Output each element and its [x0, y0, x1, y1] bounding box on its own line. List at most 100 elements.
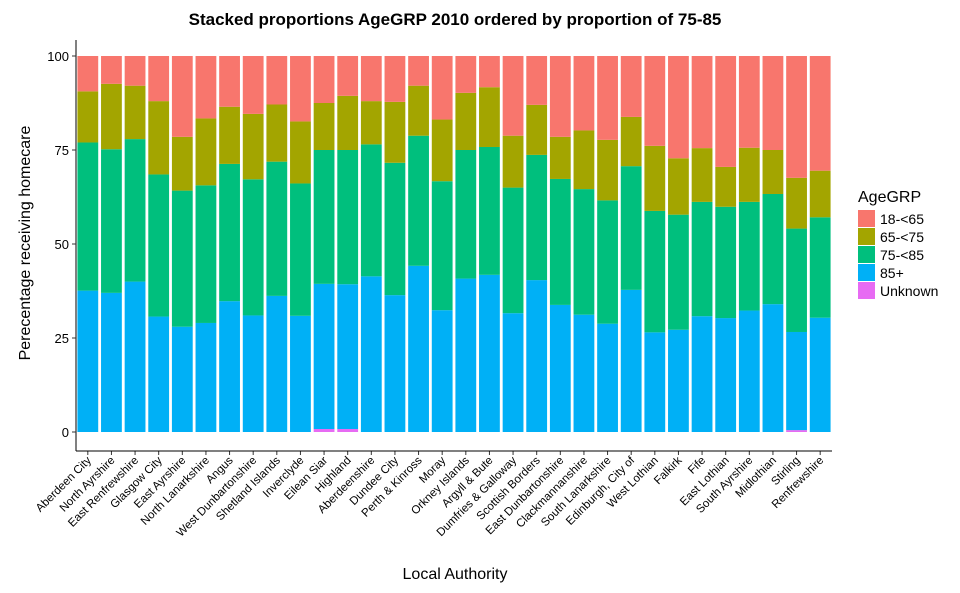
bar-segment	[242, 56, 264, 114]
bar-segment	[809, 56, 831, 171]
bar-segment	[101, 56, 122, 84]
bar-segment	[242, 315, 264, 432]
bar-segment	[762, 56, 784, 150]
bar-segment	[455, 56, 477, 93]
bar-segment	[384, 162, 406, 296]
bar-segment	[384, 295, 406, 432]
bar-segment	[809, 170, 831, 218]
bar-segment	[644, 145, 666, 211]
bar-segment	[290, 121, 311, 184]
bar-segment	[124, 139, 146, 282]
bar-segment	[479, 56, 500, 88]
bar-segment	[502, 135, 524, 188]
bar-segment	[77, 290, 99, 432]
bar-segment	[573, 130, 595, 190]
bar-segment	[266, 104, 288, 162]
bar-segment	[313, 103, 335, 150]
bar-segment	[526, 56, 548, 105]
bar-segment	[691, 201, 713, 317]
bar-segment	[101, 83, 122, 150]
bar-segment	[479, 274, 500, 432]
bar-segment	[809, 317, 831, 432]
legend-key	[858, 210, 875, 227]
bar-segment	[195, 56, 217, 119]
bar-segment	[715, 56, 737, 167]
bar-segment	[502, 187, 524, 314]
bar-segment	[124, 85, 146, 140]
bar-segment	[526, 280, 548, 432]
bar-segment	[337, 284, 359, 429]
bar-segment	[809, 217, 831, 318]
bar-segment	[455, 278, 477, 432]
bar-segment	[148, 56, 170, 102]
legend-key	[858, 282, 875, 299]
bar-segment	[762, 150, 784, 194]
bar-segment	[360, 144, 382, 277]
bar-segment	[691, 148, 713, 202]
bar-segment	[195, 118, 217, 186]
bar-segment	[290, 183, 311, 316]
bar-segment	[384, 56, 406, 102]
bar-segment	[644, 210, 666, 333]
bar-segment	[668, 158, 689, 215]
bar-segment	[786, 56, 807, 178]
bar-segment	[408, 135, 429, 266]
bar-segment	[360, 101, 382, 145]
bar-segment	[266, 56, 288, 105]
bar-segment	[597, 139, 618, 201]
bar-segment	[290, 315, 311, 432]
bar-segment	[431, 181, 453, 311]
bar-segment	[597, 56, 618, 140]
bar-segment	[620, 56, 642, 117]
bar-segment	[124, 56, 146, 86]
legend-key	[858, 246, 875, 263]
bar-segment	[360, 276, 382, 432]
bar-segment	[195, 185, 217, 323]
bar-segment	[502, 313, 524, 432]
bar-segment	[77, 91, 99, 143]
bar-segment	[195, 322, 217, 432]
bar-segment	[77, 142, 99, 291]
y-tick-label: 25	[55, 331, 69, 346]
bar-segment	[313, 283, 335, 429]
bar-segment	[620, 166, 642, 290]
legend: AgeGRP 18-<65 65-<75 75-<85 85+ Unknown	[858, 189, 938, 299]
bar-segment	[455, 150, 477, 279]
bar-segment	[408, 85, 429, 136]
legend-label: Unknown	[880, 283, 938, 299]
bar-segment	[620, 289, 642, 432]
bar-segment	[124, 281, 146, 432]
y-tick-label: 75	[55, 143, 69, 158]
bar-segment	[668, 214, 689, 330]
bar-segment	[219, 56, 240, 107]
bar-segment	[431, 56, 453, 120]
bar-segment	[479, 87, 500, 147]
bar-segment	[549, 56, 571, 137]
bar-segment	[620, 116, 642, 167]
bar-segment	[171, 136, 193, 191]
bar-segment	[549, 136, 571, 179]
legend-label: 85+	[880, 265, 904, 281]
bar-segment	[715, 166, 737, 207]
bar-segment	[691, 56, 713, 149]
bar-segment	[786, 228, 807, 332]
y-axis-title: Perecentage receiving homecare	[17, 126, 34, 361]
legend-title: AgeGRP	[858, 189, 921, 206]
bar-segment	[644, 56, 666, 146]
bar-segment	[337, 95, 359, 150]
legend-label: 18-<65	[880, 211, 924, 227]
bar-segment	[337, 150, 359, 285]
bar-segment	[786, 430, 807, 432]
y-tick-label: 0	[62, 425, 69, 440]
bar-segment	[502, 56, 524, 136]
bar-segment	[219, 163, 240, 302]
bar-segment	[148, 316, 170, 432]
x-axis-title: Local Authority	[403, 566, 508, 583]
bar-segment	[266, 295, 288, 432]
bar-segment	[455, 92, 477, 150]
bar-segment	[786, 177, 807, 229]
bar-segment	[360, 56, 382, 102]
